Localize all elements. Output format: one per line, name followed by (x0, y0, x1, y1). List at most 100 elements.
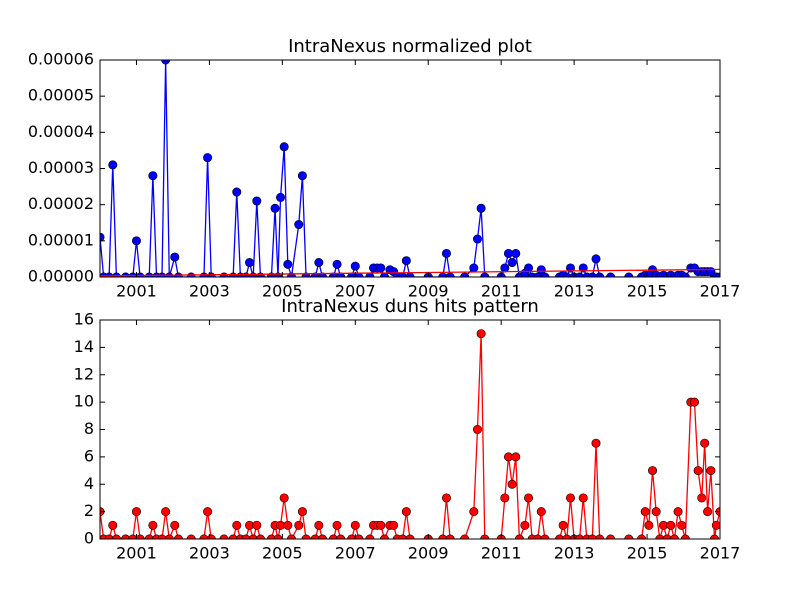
y-tick-label: 12 (74, 364, 94, 383)
marker (131, 236, 141, 246)
marker (252, 520, 262, 530)
x-tick-label: 2003 (189, 282, 230, 301)
y-tick-label: 0.00004 (28, 122, 94, 141)
y-tick-label: 14 (74, 337, 94, 356)
marker (203, 507, 213, 517)
marker (507, 258, 517, 268)
x-tick-label: 2009 (408, 282, 449, 301)
marker (472, 424, 482, 434)
marker (441, 493, 451, 503)
marker (640, 507, 650, 517)
x-tick-label: 2005 (262, 282, 303, 301)
y-tick-label: 10 (74, 392, 94, 411)
marker (524, 493, 534, 503)
marker (666, 520, 676, 530)
marker (578, 263, 588, 273)
marker (507, 479, 517, 489)
marker (203, 153, 213, 163)
chart-title: IntraNexus normalized plot (288, 36, 532, 57)
marker (314, 258, 324, 268)
marker (294, 520, 304, 530)
series-line (100, 333, 720, 539)
marker (476, 329, 486, 339)
marker (476, 203, 486, 213)
marker (706, 466, 716, 476)
marker (389, 520, 399, 530)
x-tick-label: 2013 (554, 282, 595, 301)
marker (232, 520, 242, 530)
marker (161, 507, 171, 517)
marker (283, 259, 293, 269)
marker (279, 142, 289, 152)
y-tick-label: 0.00005 (28, 86, 94, 105)
marker (520, 520, 530, 530)
marker (161, 60, 171, 65)
marker (401, 256, 411, 266)
marker (245, 258, 255, 268)
marker (350, 261, 360, 271)
marker (469, 507, 479, 517)
marker (131, 507, 141, 517)
series-line (100, 60, 720, 277)
x-tick-label: 2011 (481, 544, 522, 563)
marker (283, 520, 293, 530)
marker (472, 234, 482, 244)
marker (297, 507, 307, 517)
y-tick-label: 0 (84, 529, 94, 548)
marker (279, 493, 289, 503)
marker (703, 507, 713, 517)
x-tick-label: 2007 (335, 282, 376, 301)
marker (524, 263, 534, 273)
marker (651, 507, 661, 517)
marker (565, 493, 575, 503)
marker (711, 520, 720, 530)
x-tick-label: 2017 (700, 282, 741, 301)
marker (441, 248, 451, 258)
axes-frame (99, 319, 721, 540)
marker (314, 520, 324, 530)
marker (108, 520, 118, 530)
marker (644, 520, 654, 530)
y-tick-label: 0.00006 (28, 50, 94, 69)
x-tick-label: 2007 (335, 544, 376, 563)
x-tick-label: 2009 (408, 544, 449, 563)
y-tick-label: 6 (84, 446, 94, 465)
x-tick-label: 2017 (700, 544, 741, 563)
y-tick-label: 2 (84, 501, 94, 520)
x-tick-label: 2015 (627, 282, 668, 301)
plot-area (100, 60, 720, 277)
marker (350, 520, 360, 530)
marker (578, 493, 588, 503)
x-tick-label: 2011 (481, 282, 522, 301)
marker (276, 192, 286, 202)
marker (252, 196, 262, 206)
x-tick-label: 2001 (116, 544, 157, 563)
marker (170, 520, 180, 530)
marker (673, 507, 683, 517)
marker (401, 507, 411, 517)
x-tick-label: 2013 (554, 544, 595, 563)
marker (376, 263, 386, 273)
x-tick-label: 2003 (189, 544, 230, 563)
marker (500, 493, 510, 503)
marker (270, 203, 280, 213)
y-tick-label: 0.00000 (28, 267, 94, 286)
y-tick-label: 0.00001 (28, 230, 94, 249)
marker (591, 254, 601, 264)
marker (565, 263, 575, 273)
y-tick-label: 8 (84, 419, 94, 438)
x-tick-label: 2005 (262, 544, 303, 563)
marker (591, 438, 601, 448)
marker (697, 493, 707, 503)
marker (469, 263, 479, 273)
marker (232, 187, 242, 197)
marker (689, 397, 699, 407)
y-tick-label: 4 (84, 474, 94, 493)
marker (558, 520, 568, 530)
series-line (100, 268, 720, 277)
marker (677, 520, 687, 530)
plot-area (100, 329, 720, 539)
marker (536, 507, 546, 517)
y-tick-label: 0.00003 (28, 158, 94, 177)
marker (700, 438, 710, 448)
